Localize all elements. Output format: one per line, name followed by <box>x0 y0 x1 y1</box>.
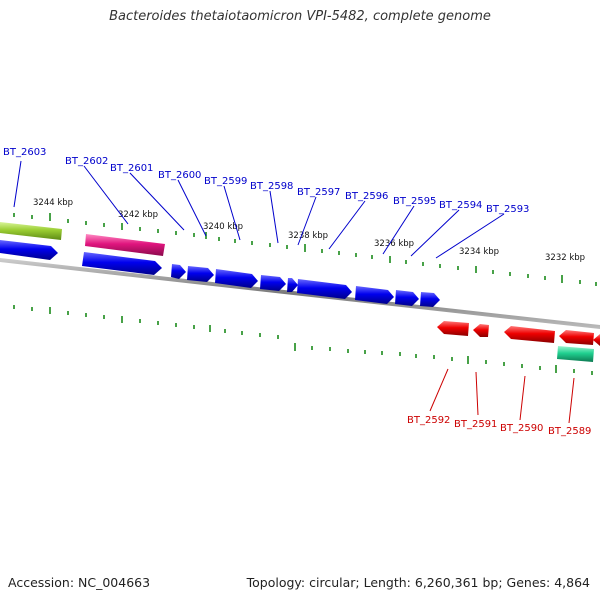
inner-scale-ticks <box>13 305 593 375</box>
gene-arrow-bt-2601[interactable] <box>171 264 186 279</box>
gene-arrow-bt-2596[interactable] <box>297 279 352 299</box>
gene-label-bt-2589[interactable]: BT_2589 <box>548 426 591 437</box>
reverse-leader-lines <box>429 368 575 424</box>
map-title: Bacteroides thetaiotaomicron VPI-5482, c… <box>109 9 491 24</box>
accession-info: Accession: NC_004663 <box>8 575 151 590</box>
gene-label-bt-2597[interactable]: BT_2597 <box>297 187 340 198</box>
gene-green-feature[interactable] <box>0 222 62 240</box>
outer-scale-ticks <box>13 213 597 286</box>
reverse-cds-track <box>437 321 600 346</box>
gene-arrow-bt-2591[interactable] <box>473 324 489 337</box>
genome-backbone <box>0 258 600 329</box>
gene-arrow-bt-2595[interactable] <box>355 286 394 304</box>
gene-label-bt-2595[interactable]: BT_2595 <box>393 196 436 207</box>
gene-label-bt-2598[interactable]: BT_2598 <box>250 181 293 192</box>
gene-arrow-bt-2592[interactable] <box>437 321 469 336</box>
gene-label-bt-2603[interactable]: BT_2603 <box>3 147 46 158</box>
forward-gene-labels: BT_2603 BT_2602 BT_2601 BT_2600 BT_2599 … <box>3 147 529 215</box>
scale-label: 3244 kbp <box>33 198 73 208</box>
gene-label-bt-2602[interactable]: BT_2602 <box>65 156 108 167</box>
gene-arrow-bt-2603[interactable] <box>0 240 58 260</box>
gene-label-bt-2594[interactable]: BT_2594 <box>439 200 482 211</box>
gene-label-bt-2596[interactable]: BT_2596 <box>345 191 388 202</box>
gene-arrow-bt-2594[interactable] <box>395 290 419 306</box>
gene-label-bt-2592[interactable]: BT_2592 <box>407 415 450 426</box>
scale-label: 3232 kbp <box>545 253 585 263</box>
gene-label-bt-2601[interactable]: BT_2601 <box>110 163 153 174</box>
gene-trna-feature[interactable] <box>85 234 165 256</box>
gene-arrow-bt-2589[interactable] <box>559 330 594 345</box>
forward-leader-lines <box>13 160 505 259</box>
gene-arrow-bt-2599[interactable] <box>215 269 258 288</box>
gene-arrow-partial[interactable] <box>593 334 600 346</box>
gene-label-bt-2590[interactable]: BT_2590 <box>500 423 543 434</box>
gene-teal-feature[interactable] <box>557 346 594 362</box>
scale-labels: 3244 kbp 3242 kbp 3240 kbp 3238 kbp 3236… <box>33 198 585 263</box>
gene-arrow-bt-2597[interactable] <box>287 278 298 292</box>
gene-arrow-bt-2593[interactable] <box>420 292 440 307</box>
gene-label-bt-2599[interactable]: BT_2599 <box>204 176 247 187</box>
scale-label: 3240 kbp <box>203 222 243 232</box>
scale-label: 3242 kbp <box>118 210 158 220</box>
gene-arrow-bt-2590[interactable] <box>504 326 555 343</box>
forward-cds-track <box>0 240 440 307</box>
reverse-gene-labels: BT_2592 BT_2591 BT_2590 BT_2589 <box>407 415 591 437</box>
gene-arrow-bt-2598[interactable] <box>260 275 286 291</box>
gene-label-bt-2593[interactable]: BT_2593 <box>486 204 529 215</box>
scale-label: 3236 kbp <box>374 239 414 249</box>
topology-info: Topology: circular; Length: 6,260,361 bp… <box>246 575 590 590</box>
gene-arrow-bt-2600[interactable] <box>187 266 214 282</box>
gene-arrow-bt-2602[interactable] <box>82 252 162 275</box>
gene-label-bt-2600[interactable]: BT_2600 <box>158 170 201 181</box>
scale-label: 3238 kbp <box>288 231 328 241</box>
scale-label: 3234 kbp <box>459 247 499 257</box>
gene-label-bt-2591[interactable]: BT_2591 <box>454 419 497 430</box>
